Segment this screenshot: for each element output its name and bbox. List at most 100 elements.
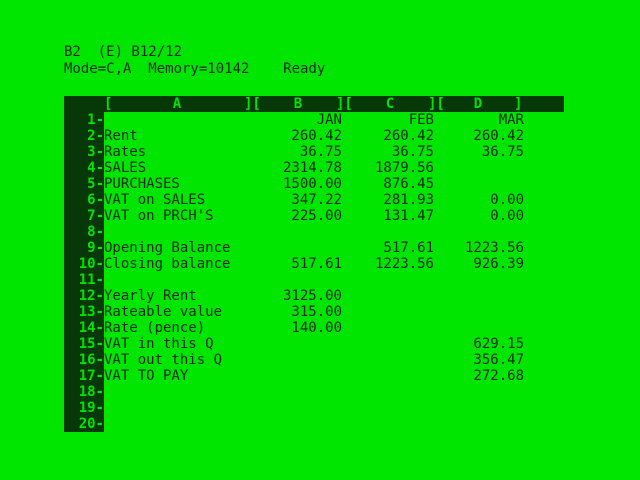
- cell-a[interactable]: SALES: [104, 160, 147, 176]
- cell-c[interactable]: 281.93: [383, 192, 434, 208]
- cell-d[interactable]: [434, 160, 524, 176]
- cell-a[interactable]: [104, 112, 248, 128]
- cell-a[interactable]: Rateable value: [104, 304, 223, 320]
- cell-d[interactable]: [434, 416, 524, 432]
- column-header-c[interactable]: C: [385, 96, 395, 112]
- cell-b[interactable]: 225.00: [291, 208, 342, 224]
- cell-c[interactable]: 131.47: [383, 208, 434, 224]
- row-number[interactable]: 16-: [78, 352, 104, 368]
- cell-d[interactable]: 272.68: [473, 368, 524, 384]
- cell-c[interactable]: [342, 320, 434, 336]
- cell-a[interactable]: Rates: [104, 144, 147, 160]
- cell-a[interactable]: [104, 224, 248, 240]
- cell-a[interactable]: [104, 400, 248, 416]
- cell-d[interactable]: 0.00: [490, 192, 524, 208]
- cell-c[interactable]: 1879.56: [374, 160, 434, 176]
- cell-a[interactable]: Closing balance: [104, 256, 231, 272]
- cell-c[interactable]: 1223.56: [374, 256, 434, 272]
- cell-d[interactable]: [434, 384, 524, 400]
- row-number[interactable]: 1-: [87, 112, 104, 128]
- row-number[interactable]: 3-: [87, 144, 104, 160]
- cell-d[interactable]: 0.00: [490, 208, 524, 224]
- row-number[interactable]: 11-: [78, 272, 104, 288]
- cell-c[interactable]: 876.45: [383, 176, 434, 192]
- row-number[interactable]: 2-: [87, 128, 104, 144]
- row-number[interactable]: 12-: [78, 288, 104, 304]
- cell-c[interactable]: [342, 304, 434, 320]
- cell-c[interactable]: [342, 352, 434, 368]
- row-number[interactable]: 20-: [78, 416, 104, 432]
- cell-b[interactable]: [250, 368, 342, 384]
- cell-b[interactable]: [250, 416, 342, 432]
- column-header-b[interactable]: B: [293, 96, 303, 112]
- column-header-d[interactable]: D: [473, 96, 483, 112]
- cell-d[interactable]: [434, 320, 524, 336]
- cell-b[interactable]: 36.75: [299, 144, 342, 160]
- cell-c[interactable]: [342, 384, 434, 400]
- cell-d[interactable]: [434, 400, 524, 416]
- cell-c[interactable]: 36.75: [391, 144, 434, 160]
- row-number[interactable]: 18-: [78, 384, 104, 400]
- cell-d[interactable]: 356.47: [473, 352, 524, 368]
- row-number[interactable]: 9-: [87, 240, 104, 256]
- cell-c[interactable]: [342, 368, 434, 384]
- cell-c[interactable]: [342, 288, 434, 304]
- row-number[interactable]: 8-: [87, 224, 104, 240]
- cell-d[interactable]: [434, 224, 524, 240]
- cell-b[interactable]: [250, 224, 342, 240]
- cell-c[interactable]: [342, 416, 434, 432]
- cell-d[interactable]: 260.42: [473, 128, 524, 144]
- cell-b[interactable]: 140.00: [291, 320, 342, 336]
- column-header-a[interactable]: A: [172, 96, 182, 112]
- cell-c[interactable]: [342, 272, 434, 288]
- cell-a[interactable]: VAT on PRCH'S: [104, 208, 214, 224]
- row-number[interactable]: 13-: [78, 304, 104, 320]
- cell-a[interactable]: [104, 416, 248, 432]
- cell-a[interactable]: Rate (pence): [104, 320, 206, 336]
- cell-b[interactable]: 347.22: [291, 192, 342, 208]
- row-number[interactable]: 10-: [78, 256, 104, 272]
- row-number[interactable]: 15-: [78, 336, 104, 352]
- cell-a[interactable]: PURCHASES: [104, 176, 180, 192]
- cell-b[interactable]: [250, 272, 342, 288]
- cell-d[interactable]: 1223.56: [464, 240, 524, 256]
- cell-c[interactable]: 260.42: [383, 128, 434, 144]
- cell-b[interactable]: [250, 336, 342, 352]
- cell-b[interactable]: 2314.78: [282, 160, 342, 176]
- cell-b[interactable]: 1500.00: [282, 176, 342, 192]
- cell-a[interactable]: Opening Balance: [104, 240, 231, 256]
- cell-d[interactable]: [434, 176, 524, 192]
- row-number[interactable]: 5-: [87, 176, 104, 192]
- cell-a[interactable]: VAT TO PAY: [104, 368, 189, 384]
- cell-b[interactable]: 517.61: [291, 256, 342, 272]
- cell-a[interactable]: [104, 384, 248, 400]
- cell-a[interactable]: Yearly Rent: [104, 288, 197, 304]
- cell-c[interactable]: [342, 336, 434, 352]
- cell-b[interactable]: 260.42: [291, 128, 342, 144]
- cell-c[interactable]: [342, 400, 434, 416]
- cell-c[interactable]: 517.61: [383, 240, 434, 256]
- cell-a[interactable]: VAT in this Q: [104, 336, 214, 352]
- spreadsheet-grid[interactable]: [ A ][ B ][ C ][ D ] 1- JAN FEB MAR 2- Rent 26…: [64, 96, 564, 432]
- cell-b[interactable]: 3125.00: [282, 288, 342, 304]
- cell-a[interactable]: Rent: [104, 128, 138, 144]
- row-number[interactable]: 17-: [78, 368, 104, 384]
- cell-c[interactable]: [342, 224, 434, 240]
- row-number[interactable]: 14-: [78, 320, 104, 336]
- cell-b[interactable]: [250, 240, 342, 256]
- cell-b[interactable]: 315.00: [291, 304, 342, 320]
- cell-d[interactable]: [434, 288, 524, 304]
- cell-d[interactable]: 926.39: [473, 256, 524, 272]
- cell-d[interactable]: [434, 304, 524, 320]
- row-number[interactable]: 4-: [87, 160, 104, 176]
- cell-b[interactable]: [250, 384, 342, 400]
- row-number[interactable]: 6-: [87, 192, 104, 208]
- cell-a[interactable]: [104, 272, 248, 288]
- cell-b[interactable]: [250, 400, 342, 416]
- cell-a[interactable]: VAT out this Q: [104, 352, 223, 368]
- row-number[interactable]: 7-: [87, 208, 104, 224]
- cell-d[interactable]: 629.15: [473, 336, 524, 352]
- cell-a[interactable]: VAT on SALES: [104, 192, 206, 208]
- cell-b[interactable]: [250, 352, 342, 368]
- row-number[interactable]: 19-: [78, 400, 104, 416]
